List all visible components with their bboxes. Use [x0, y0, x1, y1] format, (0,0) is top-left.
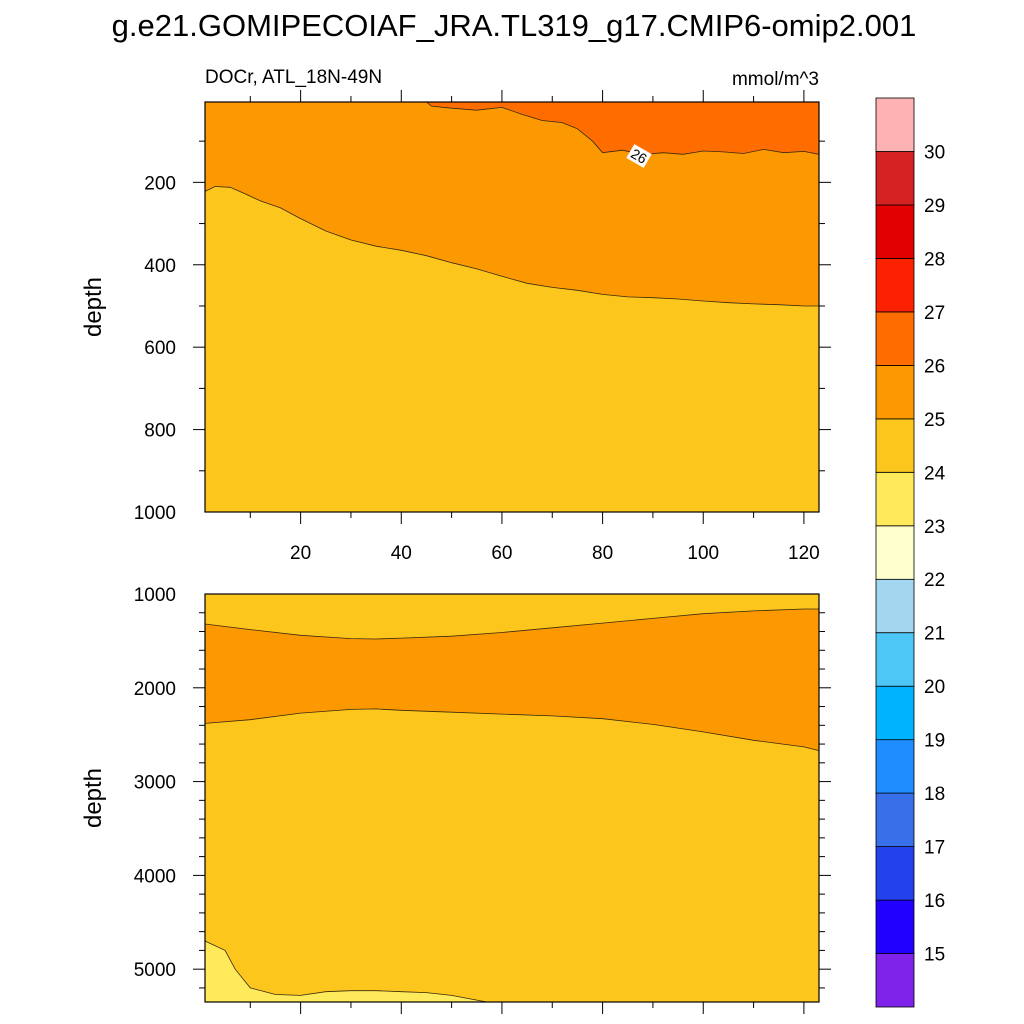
contour-label-bg: [626, 144, 652, 168]
contour-line-25-top: [204, 608, 819, 640]
colorbar-label: 18: [924, 784, 945, 805]
region-24-25: [205, 186, 819, 512]
lower-ytick-label: 1000: [134, 585, 176, 606]
lower-ytick-label: 2000: [134, 679, 176, 700]
contour-line-25-bottom: [204, 708, 820, 751]
region-25-26: [205, 609, 819, 751]
upper-xtick-label: 60: [491, 543, 512, 564]
upper-plot-frame: [204, 101, 820, 513]
upper-xtick-label: 120: [788, 543, 820, 564]
contour-label-text: 26: [628, 145, 650, 167]
colorbar-label: 23: [924, 517, 945, 538]
region-23-24: [205, 941, 487, 1002]
chart-title: g.e21.GOMIPECOIAF_JRA.TL319_g17.CMIP6-om…: [112, 8, 917, 43]
contour-line-25: [204, 186, 819, 307]
upper-ytick-label: 800: [144, 421, 176, 442]
upper-ytick-label: 600: [144, 338, 176, 359]
lower-ytick-label: 3000: [134, 773, 176, 794]
colorbar-box: [875, 739, 915, 794]
colorbar-box: [875, 792, 915, 847]
colorbar-box: [875, 899, 915, 954]
colorbar-box: [875, 578, 915, 634]
colorbar: 15 16 17 18 19 20 21 22 23 24 25 26 27 28 29 30: [875, 97, 946, 1008]
colorbar-box: [875, 525, 915, 580]
lower-plot-frame: [204, 593, 820, 1003]
contour-label-26: 26: [626, 144, 652, 168]
colorbar-label: 17: [924, 838, 945, 859]
contour-line-24: [204, 940, 487, 1003]
upper-xtick-label: 40: [391, 543, 412, 564]
upper-ytick-label: 200: [144, 173, 176, 194]
upper-panel: DOCr, ATL_18N-49N mmol/m^3 depth 200 400 6…: [80, 67, 831, 564]
colorbar-label: 19: [924, 731, 945, 752]
colorbar-box: [875, 364, 915, 420]
lower-ytick-label: 4000: [134, 866, 176, 887]
variable-name: DOCr: [205, 67, 254, 88]
variable-separator: ,: [253, 67, 263, 88]
colorbar-box: [875, 418, 915, 473]
upper-ytick-label: 1000: [134, 503, 176, 524]
colorbar-label: 26: [924, 356, 945, 377]
colorbar-label: 28: [924, 249, 945, 270]
upper-xtick-label: 20: [290, 543, 311, 564]
region-26-27: [205, 102, 819, 155]
upper-xtick-label: 80: [592, 543, 613, 564]
colorbar-box: [875, 846, 915, 901]
colorbar-label: 15: [924, 945, 945, 966]
colorbar-box: [875, 257, 915, 313]
variable-region-label: DOCr, ATL_18N-49N: [205, 67, 382, 88]
colorbar-box: [875, 97, 915, 152]
colorbar-label: 21: [924, 624, 945, 645]
colorbar-box: [875, 311, 915, 366]
region-name: ATL_18N-49N: [262, 67, 382, 88]
lower-ytick-label: 5000: [134, 960, 176, 981]
colorbar-box: [875, 151, 915, 206]
colorbar-label: 30: [924, 143, 945, 164]
upper-ytick-label: 400: [144, 256, 176, 277]
colorbar-label: 22: [924, 570, 945, 591]
colorbar-label: 27: [924, 303, 945, 324]
colorbar-box: [875, 953, 915, 1008]
colorbar-box: [875, 632, 915, 687]
colorbar-label: 25: [924, 410, 945, 431]
units-label: mmol/m^3: [732, 69, 819, 90]
colorbar-box: [875, 685, 915, 741]
upper-ylabel: depth: [80, 277, 107, 337]
colorbar-label: 20: [924, 677, 945, 698]
contour-line-26: [205, 101, 820, 156]
lower-ylabel: depth: [80, 768, 107, 828]
upper-xtick-label: 100: [687, 543, 719, 564]
colorbar-label: 24: [924, 463, 946, 484]
colorbar-label: 16: [924, 891, 945, 912]
colorbar-box: [875, 204, 915, 259]
colorbar-box: [875, 471, 915, 527]
colorbar-label: 29: [924, 196, 945, 217]
lower-panel: depth 1000 2000 3000 4000 5000: [80, 585, 831, 1014]
